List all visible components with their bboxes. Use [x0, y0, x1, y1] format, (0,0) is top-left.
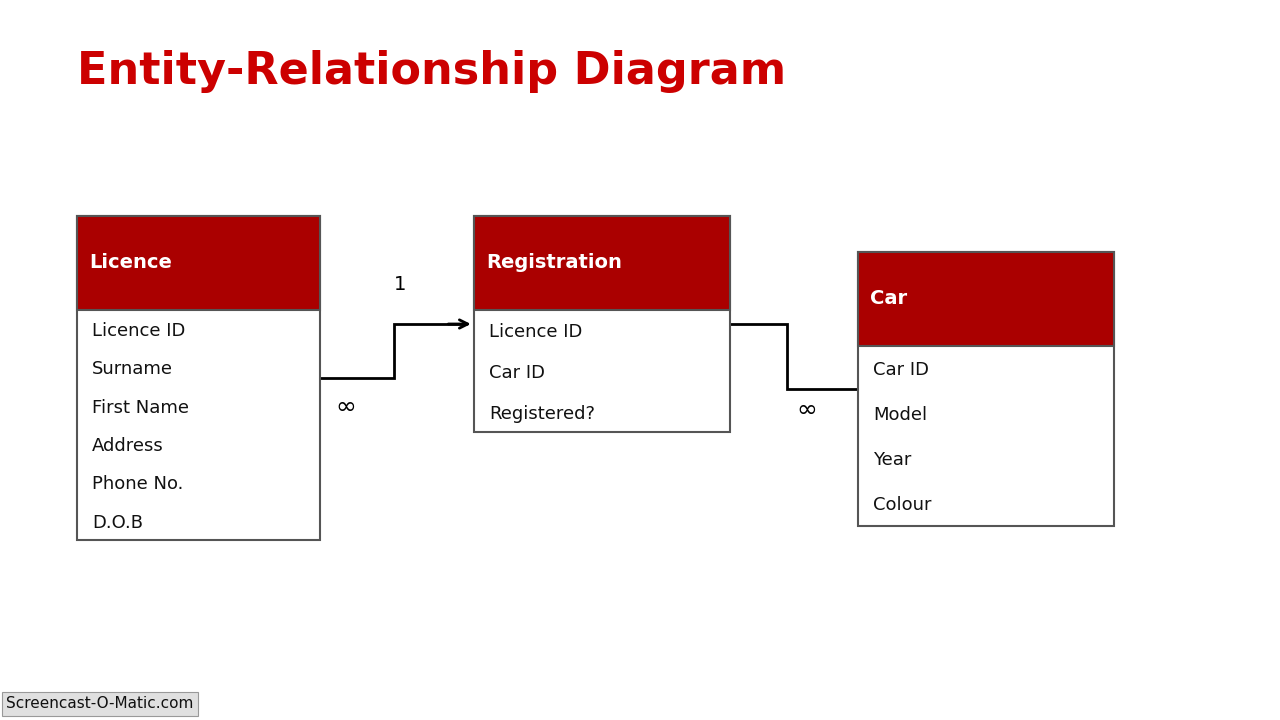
- Text: Car ID: Car ID: [873, 361, 929, 379]
- Text: Screencast-O-Matic.com: Screencast-O-Matic.com: [6, 696, 193, 711]
- Text: Address: Address: [92, 437, 164, 455]
- Text: Phone No.: Phone No.: [92, 475, 183, 493]
- Text: Licence ID: Licence ID: [489, 323, 582, 341]
- Text: 1: 1: [394, 275, 406, 294]
- Text: Registered?: Registered?: [489, 405, 595, 423]
- Text: Entity-Relationship Diagram: Entity-Relationship Diagram: [77, 50, 786, 94]
- Bar: [858, 252, 1114, 346]
- Text: First Name: First Name: [92, 399, 189, 416]
- Text: Car: Car: [870, 289, 908, 308]
- Bar: [77, 216, 320, 540]
- Text: Year: Year: [873, 451, 911, 469]
- Text: Surname: Surname: [92, 360, 173, 378]
- Text: Car ID: Car ID: [489, 364, 545, 382]
- Text: Licence ID: Licence ID: [92, 322, 186, 340]
- Text: D.O.B: D.O.B: [92, 514, 143, 531]
- Text: Model: Model: [873, 406, 927, 424]
- Bar: [474, 216, 730, 432]
- Text: ∞: ∞: [335, 395, 356, 419]
- Bar: [474, 216, 730, 310]
- Text: Licence: Licence: [90, 253, 173, 272]
- Text: Registration: Registration: [486, 253, 622, 272]
- Text: Colour: Colour: [873, 496, 932, 514]
- Bar: [858, 252, 1114, 526]
- Text: ∞: ∞: [796, 398, 817, 423]
- Bar: [77, 216, 320, 310]
